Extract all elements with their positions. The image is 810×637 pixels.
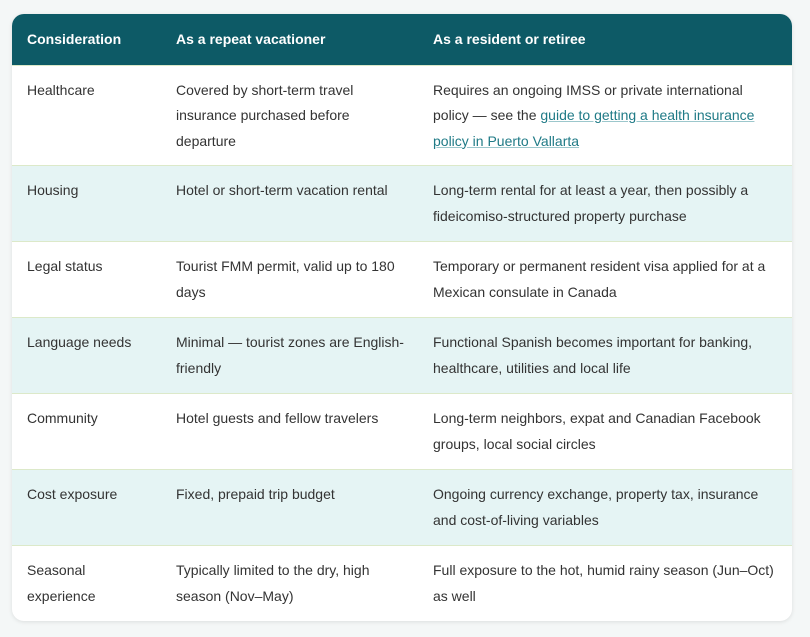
comparison-table: Consideration As a repeat vacationer As … <box>12 14 792 621</box>
cell-resident: Requires an ongoing IMSS or private inte… <box>418 65 792 166</box>
health-insurance-guide-link[interactable]: guide to getting a health insurance poli… <box>433 107 755 149</box>
cell-resident: Ongoing currency exchange, property tax,… <box>433 486 759 528</box>
table-row: Cost exposure Fixed, prepaid trip budget… <box>12 469 792 546</box>
cell-vacationer: Covered by short-term travel insurance p… <box>176 81 354 149</box>
table-row: Housing Hotel or short-term vacation ren… <box>12 165 792 242</box>
table-row: Language needs Minimal — tourist zones a… <box>12 317 792 394</box>
cell-resident-text: Requires an ongoing IMSS or private inte… <box>433 81 743 124</box>
cell-consideration: Legal status <box>27 258 103 274</box>
cell-vacationer: Typically limited to the dry, high seaso… <box>176 562 370 604</box>
cell-resident: Full exposure to the hot, humid rainy se… <box>433 562 774 604</box>
cell-vacationer: Minimal — tourist zones are English-frie… <box>176 334 404 376</box>
comparison-table-card: Consideration As a repeat vacationer As … <box>12 14 792 621</box>
table-row: Community Hotel guests and fellow travel… <box>12 393 792 470</box>
table-row: Healthcare Covered by short-term travel … <box>12 65 792 166</box>
header-vacationer: As a repeat vacationer <box>176 31 326 48</box>
cell-consideration: Community <box>27 410 98 426</box>
cell-consideration: Housing <box>27 182 79 198</box>
cell-resident: Long-term rental for at least a year, th… <box>433 182 749 224</box>
cell-resident: Functional Spanish becomes important for… <box>433 334 753 376</box>
cell-resident: Long-term neighbors, expat and Canadian … <box>433 410 761 452</box>
cell-consideration: Language needs <box>27 334 132 350</box>
cell-resident: Temporary or permanent resident visa app… <box>433 258 766 300</box>
cell-vacationer: Hotel or short-term vacation rental <box>176 182 388 198</box>
table-header-row: Consideration As a repeat vacationer As … <box>12 14 792 65</box>
cell-vacationer: Tourist FMM permit, valid up to 180 days <box>176 258 395 300</box>
table-row: Seasonal experience Typically limited to… <box>12 545 792 622</box>
table-row: Legal status Tourist FMM permit, valid u… <box>12 241 792 318</box>
cell-vacationer: Hotel guests and fellow travelers <box>176 410 379 426</box>
cell-consideration: Seasonal experience <box>27 562 96 604</box>
header-resident: As a resident or retiree <box>433 31 586 48</box>
header-consideration: Consideration <box>27 31 122 48</box>
cell-vacationer: Fixed, prepaid trip budget <box>176 486 335 502</box>
cell-consideration: Healthcare <box>27 81 95 98</box>
cell-consideration: Cost exposure <box>27 486 118 502</box>
